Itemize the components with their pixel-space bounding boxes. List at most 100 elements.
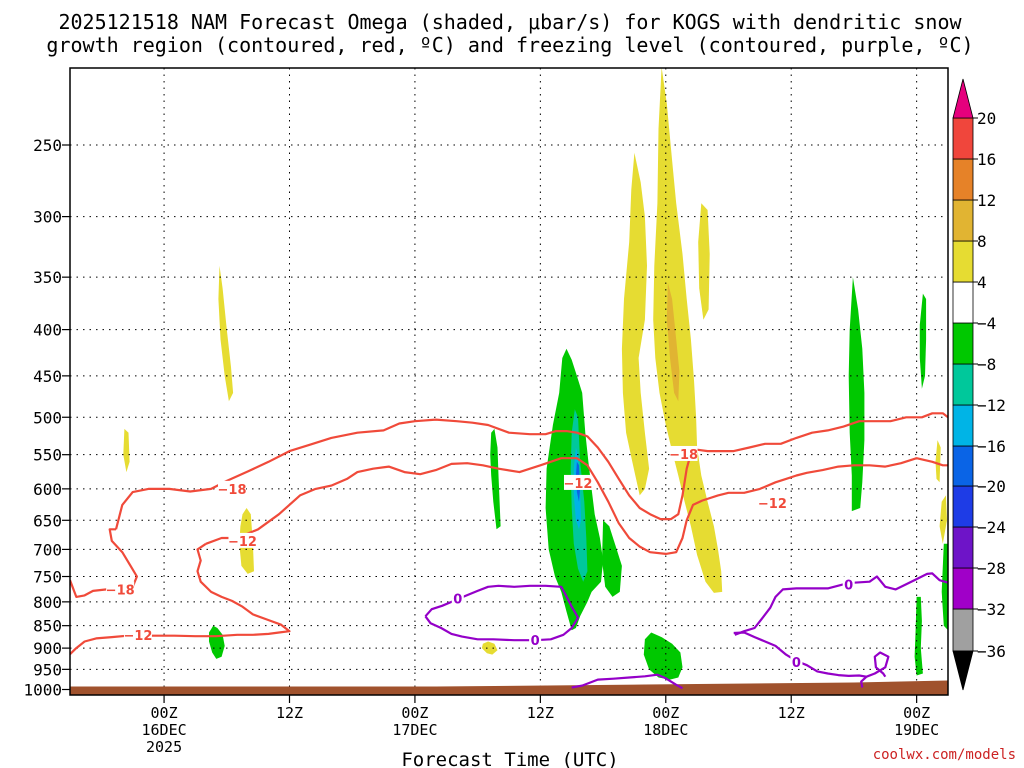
y-axis: 250 300 350 400 450 500 550 600 650 700 750 800 850 9… — [23, 136, 70, 700]
dgz-label-0: −18 — [218, 483, 247, 498]
y-tick-label-700: 700 — [33, 540, 62, 559]
x-tick-label-72-1: 18DEC — [643, 721, 688, 739]
colorbar-label-6: −8 — [977, 355, 996, 374]
y-tick-label-900: 900 — [33, 639, 62, 658]
omega-green-00z-18dec — [643, 632, 683, 680]
omega-yellow-left-col — [621, 152, 650, 496]
freezing-label-2: 0 — [792, 656, 801, 671]
omega-yellow-main-core — [666, 282, 680, 402]
omega-green-20z — [490, 428, 501, 530]
x-tick-label-24-0: 00Z — [151, 704, 178, 722]
colorbar-bin-6 — [952, 404, 974, 447]
colorbar-bin-13 — [952, 117, 974, 160]
x-tick-label-60-0: 12Z — [527, 704, 554, 722]
plot-frame — [69, 67, 949, 696]
dgz-label-bg-3 — [228, 532, 257, 548]
y-tick-label-300: 300 — [33, 208, 62, 227]
omega-green-17z-tail — [602, 520, 622, 597]
y-tick-label-500: 500 — [33, 408, 62, 427]
freezing-label-bg-2 — [790, 653, 803, 669]
colorbar-label-1: 16 — [977, 150, 996, 169]
freezing-line-4 — [866, 651, 890, 678]
x-tick-label-96-0: 00Z — [903, 704, 930, 722]
x-tick-label-48-1: 17DEC — [392, 721, 437, 739]
colorbar-label-11: −28 — [977, 559, 1006, 578]
x-tick-label-24-1: 16DEC — [141, 721, 186, 739]
y-tick-label-1000: 1000 — [23, 681, 62, 700]
freezing-label-1: 0 — [531, 634, 540, 649]
dgz-label-bg-1 — [106, 581, 135, 597]
colorbar-label-3: 8 — [977, 232, 987, 251]
dgz-label-3: −12 — [228, 535, 257, 550]
colorbar-bin-7 — [952, 363, 974, 406]
dgz-label-4: −12 — [123, 629, 152, 644]
colorbar-label-13: −36 — [977, 642, 1006, 661]
y-tick-label-350: 350 — [33, 268, 62, 287]
x-tick-label-96-1: 19DEC — [894, 721, 939, 739]
dgz-label-2: −18 — [669, 448, 698, 463]
chart-title-line2: growth region (contoured, red, ºC) and f… — [46, 33, 973, 57]
colorbar-label-5: −4 — [977, 314, 996, 333]
colorbar: 20 16 12 8 4 −4 −8 −12 −16 −20 −24 −28 −32 −36 — [952, 78, 1006, 691]
dgz-line-0 — [114, 412, 948, 530]
colorbar-label-12: −32 — [977, 600, 1006, 619]
dgz-label-bg-0 — [218, 480, 247, 496]
dgz-label-bg-4 — [123, 626, 152, 642]
dgz-label-1: −18 — [106, 583, 135, 598]
x-tick-label-24-2: 2025 — [146, 738, 182, 756]
dgz-line-3 — [205, 457, 948, 555]
colorbar-label-4: 4 — [977, 273, 987, 292]
x-axis-label: Forecast Time (UTC) — [401, 749, 618, 768]
freezing-label-bg-1 — [529, 632, 542, 648]
dgz-label-bg-6 — [758, 495, 787, 511]
colorbar-bin-10 — [952, 240, 974, 283]
colorbar-bin-1 — [952, 608, 974, 652]
omega-yellow-22z — [218, 265, 234, 402]
colorbar-label-9: −20 — [977, 477, 1006, 496]
freezing-line-2 — [733, 631, 868, 688]
y-tick-label-250: 250 — [33, 136, 62, 155]
chart-title-line1: 2025121518 NAM Forecast Omega (shaded, μ… — [58, 10, 962, 34]
y-tick-label-850: 850 — [33, 617, 62, 636]
colorbar-bin-11 — [952, 199, 974, 242]
freezing-label-3: 0 — [844, 578, 853, 593]
omega-green-97z — [919, 293, 927, 389]
watermark: coolwx.com/models — [873, 747, 1016, 763]
freezing-line-5 — [571, 673, 684, 690]
x-tick-label-36-0: 12Z — [276, 704, 303, 722]
omega-green-99z — [941, 543, 948, 631]
colorbar-bin-4 — [952, 485, 974, 528]
dgz-label-bg-5 — [563, 474, 592, 490]
colorbar-bin-12 — [952, 158, 974, 201]
colorbar-label-2: 12 — [977, 191, 996, 210]
dgz-label-bg-2 — [669, 445, 698, 461]
contour-labels: −18 −18 −18 −12 −12 −12 −12 0 0 0 0 — [106, 445, 855, 671]
y-tick-label-950: 950 — [33, 660, 62, 679]
colorbar-bin-3 — [952, 526, 974, 569]
y-tick-label-750: 750 — [33, 568, 62, 587]
ground — [70, 680, 948, 695]
colorbar-bin-high — [952, 78, 974, 119]
dgz-line-4 — [70, 542, 291, 655]
x-tick-label-72-0: 00Z — [652, 704, 679, 722]
colorbar-bin-low — [952, 650, 974, 691]
freezing-label-bg-3 — [842, 576, 855, 592]
freezing-label-0: 0 — [453, 592, 462, 607]
freezing-label-bg-0 — [451, 590, 464, 606]
y-tick-label-600: 600 — [33, 480, 62, 499]
omega-green-96z-lower — [914, 596, 923, 676]
colorbar-bin-5 — [952, 445, 974, 487]
y-tick-label-800: 800 — [33, 593, 62, 612]
freezing-line-0 — [424, 584, 580, 642]
colorbar-label-7: −12 — [977, 396, 1006, 415]
ground-fill — [70, 680, 948, 695]
omega-green-09z — [209, 625, 225, 659]
omega-yellow-99z — [939, 495, 947, 544]
plot-area — [70, 68, 948, 695]
omega-yellow-20z — [481, 641, 498, 655]
colorbar-bin-9 — [952, 281, 974, 324]
gridlines — [70, 68, 948, 695]
colorbar-label-10: −24 — [977, 518, 1006, 537]
